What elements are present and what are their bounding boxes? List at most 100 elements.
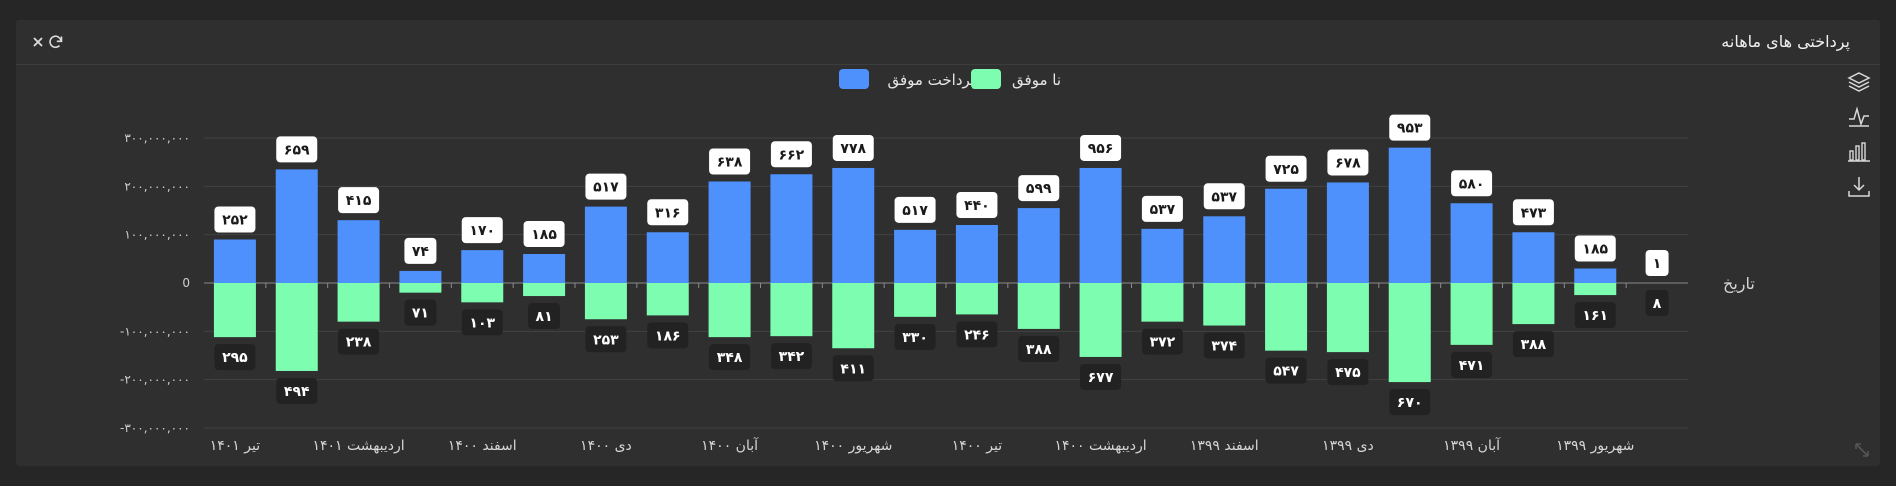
data-label: ۶۳۸ (717, 155, 743, 171)
bar[interactable] (1326, 283, 1369, 353)
data-label: ۶۵۹ (284, 142, 310, 158)
bar[interactable] (1017, 283, 1060, 329)
bar[interactable] (399, 270, 442, 283)
data-label-box (404, 299, 437, 326)
data-label: ۵۴۷ (1273, 364, 1299, 380)
line-chart-icon[interactable] (1846, 104, 1872, 130)
bar-chart-icon[interactable] (1846, 139, 1872, 165)
stack-icon[interactable] (1846, 69, 1872, 95)
bar[interactable] (1203, 216, 1246, 283)
bar[interactable] (708, 181, 751, 284)
data-label: ۷۱ (412, 306, 429, 322)
data-label: ۶۶۲ (779, 147, 805, 163)
data-label-box (647, 322, 689, 349)
bar[interactable] (523, 254, 566, 283)
refresh-icon[interactable] (46, 32, 66, 52)
data-label-box (1512, 331, 1554, 358)
bar[interactable] (894, 229, 937, 283)
bar[interactable] (1079, 167, 1122, 283)
data-label-box (1018, 335, 1060, 362)
data-label-box (1512, 199, 1554, 226)
legend-swatch[interactable] (971, 69, 1001, 89)
bar[interactable] (770, 283, 813, 337)
legend-label[interactable]: نا موفق (1012, 71, 1061, 89)
data-label-box (709, 148, 751, 175)
bar[interactable] (1141, 228, 1184, 283)
bar[interactable] (584, 206, 627, 283)
bar[interactable] (523, 283, 566, 297)
data-label: ۷۲۵ (1273, 162, 1299, 178)
data-label-box (1389, 389, 1431, 416)
bar[interactable] (275, 283, 318, 371)
bar[interactable] (1265, 283, 1308, 351)
data-label-box (214, 344, 256, 371)
bar[interactable] (1203, 283, 1246, 326)
data-label: ۸۱ (536, 309, 553, 325)
bar[interactable] (708, 283, 751, 338)
bar[interactable] (1450, 283, 1493, 345)
data-label: ۴۷۳ (1521, 205, 1547, 221)
legend-label[interactable]: پرداخت موفق (887, 71, 975, 90)
data-label: ۲۵۳ (593, 332, 619, 348)
data-label-box (770, 343, 812, 370)
bar[interactable] (461, 250, 504, 283)
bar[interactable] (1079, 283, 1122, 357)
bar[interactable] (275, 169, 318, 283)
data-label-box (214, 206, 256, 233)
data-label-box (461, 217, 503, 244)
bar[interactable] (770, 174, 813, 283)
data-label-box (647, 199, 689, 226)
data-label-box (832, 134, 874, 161)
bar[interactable] (461, 283, 504, 303)
bar[interactable] (646, 283, 689, 316)
bar[interactable] (1265, 188, 1308, 283)
close-icon[interactable] (28, 32, 48, 52)
data-label: ۴۱۱ (840, 361, 866, 377)
data-label: ۳۸۸ (1026, 342, 1052, 358)
bar[interactable] (1512, 232, 1555, 283)
bar[interactable] (1574, 268, 1617, 284)
data-label: ۹۵۳ (1397, 121, 1423, 137)
data-label-box (1265, 357, 1307, 384)
bar[interactable] (1512, 283, 1555, 325)
y-tick-label: ۱۰۰,۰۰۰,۰۰۰ (124, 228, 190, 242)
bar[interactable] (1326, 182, 1369, 283)
bar[interactable] (955, 225, 998, 283)
data-label-box (770, 141, 812, 168)
data-label-box (1203, 183, 1245, 210)
bar[interactable] (1574, 283, 1617, 296)
download-icon[interactable] (1846, 174, 1872, 200)
data-label-box (894, 323, 936, 350)
bar[interactable] (1450, 203, 1493, 283)
bar[interactable] (584, 283, 627, 320)
data-label-box (832, 355, 874, 382)
data-label: ۲۵۲ (222, 213, 248, 229)
x-tick-label: آبان ۱۳۹۹ (1443, 437, 1501, 454)
bar[interactable] (1141, 283, 1184, 322)
bar[interactable] (1017, 208, 1060, 283)
bar[interactable] (337, 283, 380, 322)
bar[interactable] (213, 239, 256, 284)
bar[interactable] (337, 220, 380, 283)
bar[interactable] (894, 283, 937, 317)
resize-icon[interactable] (1852, 440, 1872, 460)
data-label: ۳۳۰ (902, 330, 928, 346)
bar[interactable] (1388, 147, 1431, 283)
bar[interactable] (832, 167, 875, 283)
bar[interactable] (832, 283, 875, 349)
x-tick-label: اسفند ۱۴۰۰ (448, 438, 517, 454)
bar[interactable] (646, 232, 689, 283)
data-label: ۶۷۸ (1335, 155, 1361, 171)
x-tick-label: شهریور ۱۴۰۰ (814, 438, 892, 454)
data-label-box (338, 328, 380, 355)
data-label-box (709, 344, 751, 371)
y-tick-label: -۱۰۰,۰۰۰,۰۰۰ (120, 324, 190, 338)
data-label: ۳۸۸ (1521, 337, 1547, 353)
data-label-box (276, 136, 318, 163)
bar[interactable] (955, 283, 998, 315)
data-label-box (956, 321, 998, 348)
bar[interactable] (399, 283, 442, 293)
bar[interactable] (1388, 283, 1431, 383)
legend-swatch[interactable] (839, 69, 869, 89)
bar[interactable] (213, 283, 256, 338)
